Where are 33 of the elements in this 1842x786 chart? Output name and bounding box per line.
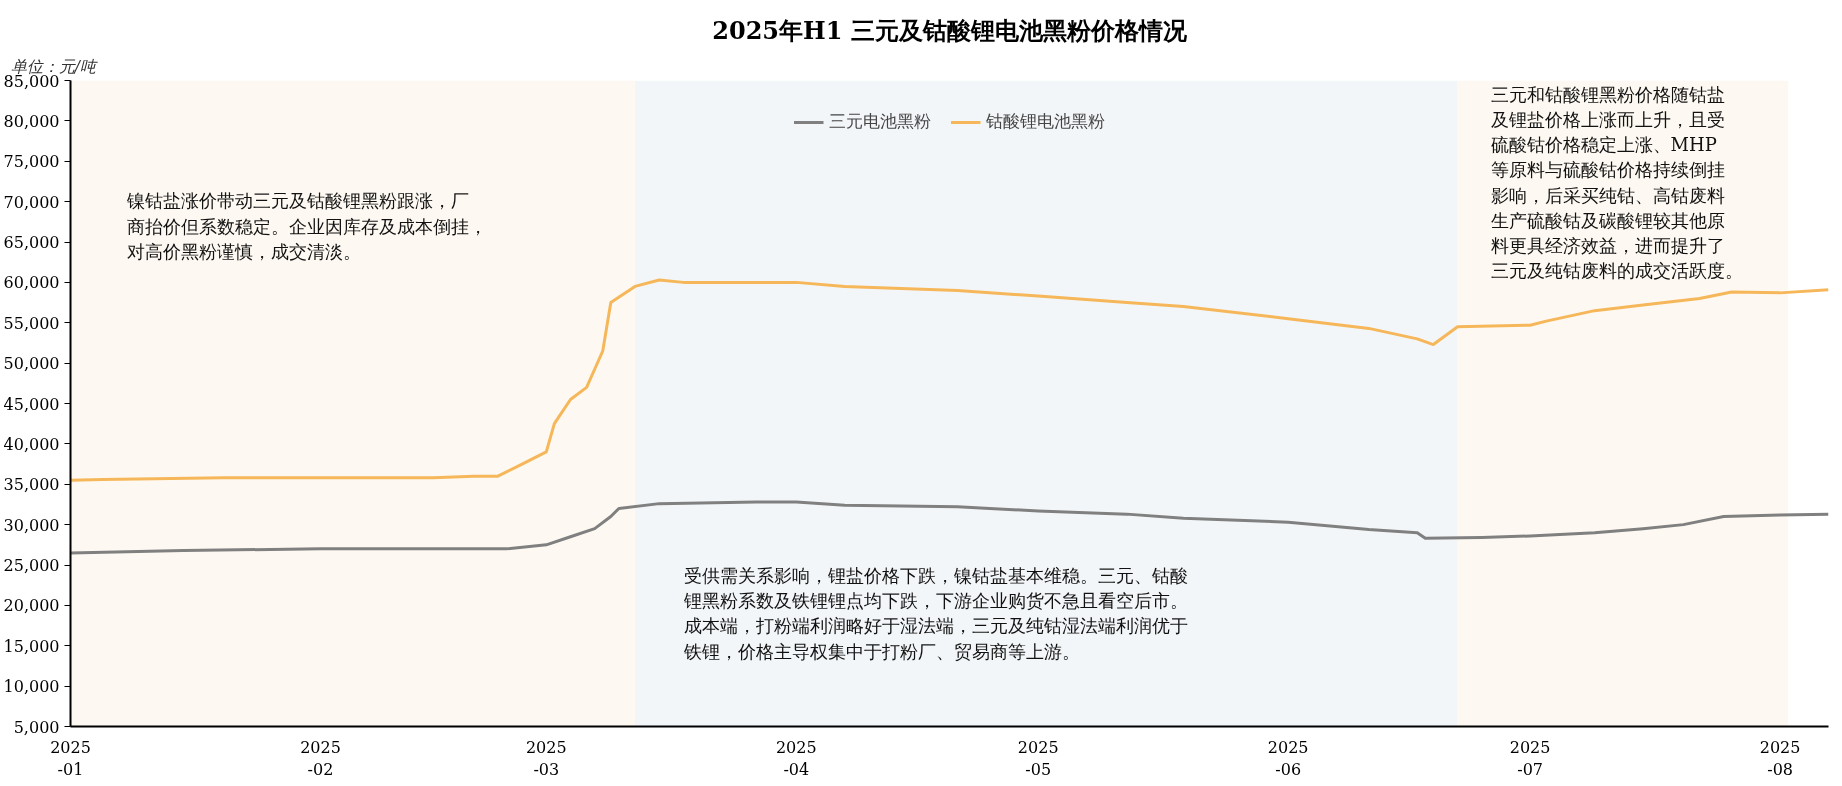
x-tick-label: 2025 -08 (1759, 737, 1801, 780)
x-tick-label: 2025 -07 (1509, 737, 1551, 780)
y-tick-label: 70,000 (3, 192, 60, 212)
line-series (70, 278, 1829, 482)
annotation: 镍钴盐涨价带动三元及钴酸锂黑粉跟涨，厂商抬价但系数稳定。企业因库存及成本倒挂，对高价黑粉谨慎，成交清淡。 (125, 190, 487, 262)
x-tick-label: 2025 -05 (1017, 737, 1059, 780)
y-tick-label: 50,000 (3, 354, 60, 374)
y-tick-label: 15,000 (3, 636, 60, 656)
x-tick-label: 2025 -02 (300, 737, 341, 780)
annotation: 受供需关系影响，锂盐价格下跌，镍钴盐基本维稳。三元、钴酸锂黑粉系数及铁锂锂点均下跌，下游企业购货不急且看空后市。成本端，打粉端利润略好于湿法端，三元及纯钴湿法端利润优于铁锂，价格主导权集中于打粉厂、贸易商等上游。 (683, 565, 1189, 662)
annotation: 三元和钴酸锂黑粉价格随钴盐及锂盐价格上涨而上升，且受硫酸钴价格稳定上涨、MHP 等原料与硫酸钴价格持续倒挂影响，后采买纯钴、高钴废料生产硫酸钴及碳酸锂较其他原料更具经济效益，进而提升了三元及纯钴废料的成交活跃度。 (1490, 83, 1743, 282)
y-tick-label: 60,000 (3, 273, 60, 293)
y-tick-label: 5,000 (13, 717, 60, 737)
y-tick-label: 45,000 (3, 394, 60, 414)
x-tick-label: 2025 -01 (50, 737, 91, 780)
y-tick-label: 65,000 (3, 233, 60, 252)
y-tick-label: 30,000 (3, 515, 60, 535)
y-tick-label: 10,000 (3, 677, 60, 697)
x-tick-label: 2025 -04 (775, 737, 817, 780)
legend-label: 钴酸锂电池黑粉 (985, 110, 1105, 133)
y-tick-label: 25,000 (3, 556, 60, 575)
x-tick-label: 2025 -03 (525, 737, 567, 780)
y-tick-label: 80,000 (3, 111, 60, 131)
y-tick-label: 40,000 (3, 434, 60, 454)
y-tick-label: 55,000 (3, 313, 60, 333)
y-axis-title: 单位：元/吨 (10, 56, 98, 76)
legend-label: 三元电池黑粉 (828, 110, 931, 133)
chart-title: 2025年H1 三元及钴酸锂电池黑粉价格情况 (712, 15, 1188, 45)
y-tick-label: 75,000 (3, 152, 60, 172)
x-tick-label: 2025 -06 (1267, 737, 1309, 780)
y-tick-label: 35,000 (3, 475, 60, 495)
line-series (70, 500, 1829, 555)
y-tick-label: 20,000 (3, 596, 60, 616)
